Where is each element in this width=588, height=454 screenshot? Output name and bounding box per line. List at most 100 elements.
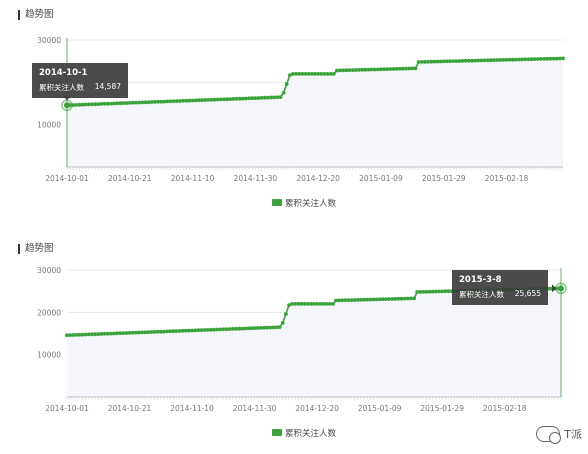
data-point (315, 302, 319, 306)
data-point (124, 101, 129, 105)
data-point (384, 297, 388, 301)
data-point (140, 330, 144, 335)
data-point (149, 330, 154, 334)
trend-chart-top[interactable]: 3000020000100002014-10-012014-10-212014-… (0, 0, 588, 218)
data-point (244, 96, 248, 101)
data-point (175, 99, 179, 103)
data-point (514, 57, 518, 62)
legend-swatch[interactable] (272, 199, 282, 206)
data-point (209, 97, 214, 102)
data-point (385, 67, 390, 71)
x-tick-label: 2015-01-29 (422, 174, 466, 183)
data-point (124, 331, 129, 335)
data-point (305, 302, 310, 306)
data-point (343, 298, 348, 303)
data-point (121, 101, 126, 105)
data-point (80, 332, 85, 337)
data-point (388, 67, 393, 71)
data-point (83, 332, 88, 337)
data-point (258, 326, 263, 330)
data-point (401, 66, 405, 71)
data-point (281, 91, 286, 95)
data-point (250, 96, 255, 101)
x-tick-label: 2014-12-20 (296, 174, 340, 183)
data-point (259, 96, 264, 100)
data-point (303, 72, 308, 76)
data-point (237, 96, 242, 101)
trend-chart-bottom[interactable]: 30000 20000 10000 2014-10-01 2014-10-21 2014-… (0, 234, 588, 448)
data-point (387, 297, 391, 301)
chart-title: 趋势图 (18, 10, 54, 20)
data-point (338, 68, 342, 73)
data-point (404, 66, 408, 71)
data-point (382, 67, 386, 72)
legend-swatch[interactable] (272, 429, 282, 436)
data-point (426, 59, 430, 64)
data-point (362, 297, 366, 302)
data-point (300, 72, 305, 76)
data-point (243, 326, 248, 331)
tooltip-date: 2015-3-8 (459, 275, 502, 285)
data-point (473, 58, 477, 63)
data-point (501, 58, 506, 62)
y-tick-label: 10000 (37, 121, 61, 130)
x-tick-label: 2014-11-30 (233, 404, 277, 413)
data-point (146, 330, 151, 335)
legend-label[interactable]: 累积关注人数 (285, 199, 337, 209)
data-point (155, 329, 160, 334)
tooltip-value: 14,587 (94, 82, 121, 91)
data-point (466, 58, 471, 63)
data-point (360, 67, 364, 72)
x-tick-label: 2014-10-21 (108, 174, 152, 183)
data-point (441, 59, 446, 64)
data-point (227, 327, 232, 331)
data-point (109, 101, 113, 106)
data-point (115, 101, 120, 106)
data-point (306, 72, 311, 76)
data-point (108, 331, 113, 336)
data-point (448, 59, 452, 64)
data-point (451, 59, 455, 63)
tooltip-value: 25,655 (514, 289, 541, 298)
data-point (352, 298, 357, 302)
data-point (287, 303, 291, 307)
data-point (429, 59, 434, 64)
data-point (526, 57, 531, 62)
data-point (402, 296, 407, 301)
data-point (127, 101, 132, 105)
data-point (430, 289, 435, 294)
series-area (67, 288, 561, 397)
data-point (105, 331, 110, 336)
data-point (249, 326, 254, 331)
data-point (200, 98, 204, 102)
data-point (112, 101, 116, 106)
data-point (291, 72, 295, 76)
data-point (318, 302, 323, 306)
data-point (77, 332, 82, 337)
tooltip-pointer (552, 284, 556, 293)
data-point (412, 296, 416, 301)
data-point (90, 102, 94, 107)
data-point (152, 330, 157, 334)
data-point (218, 327, 223, 332)
data-point (240, 326, 245, 331)
x-tick-label: 2014-10-21 (108, 404, 152, 413)
data-point (206, 98, 211, 102)
data-point (177, 329, 182, 333)
data-point (284, 82, 289, 86)
data-point (302, 302, 307, 306)
data-point (212, 97, 217, 102)
data-point (460, 59, 465, 63)
data-point (102, 101, 107, 106)
data-point (130, 330, 135, 335)
data-point (391, 67, 396, 71)
data-point (457, 59, 462, 63)
legend-label[interactable]: 累积关注人数 (285, 429, 337, 439)
data-point (247, 96, 252, 101)
data-point (316, 72, 320, 76)
data-point (371, 297, 376, 302)
data-point (93, 102, 98, 107)
highlight-ring (555, 282, 567, 295)
x-tick-label: 2014-12-20 (295, 404, 339, 413)
data-point (140, 100, 145, 105)
